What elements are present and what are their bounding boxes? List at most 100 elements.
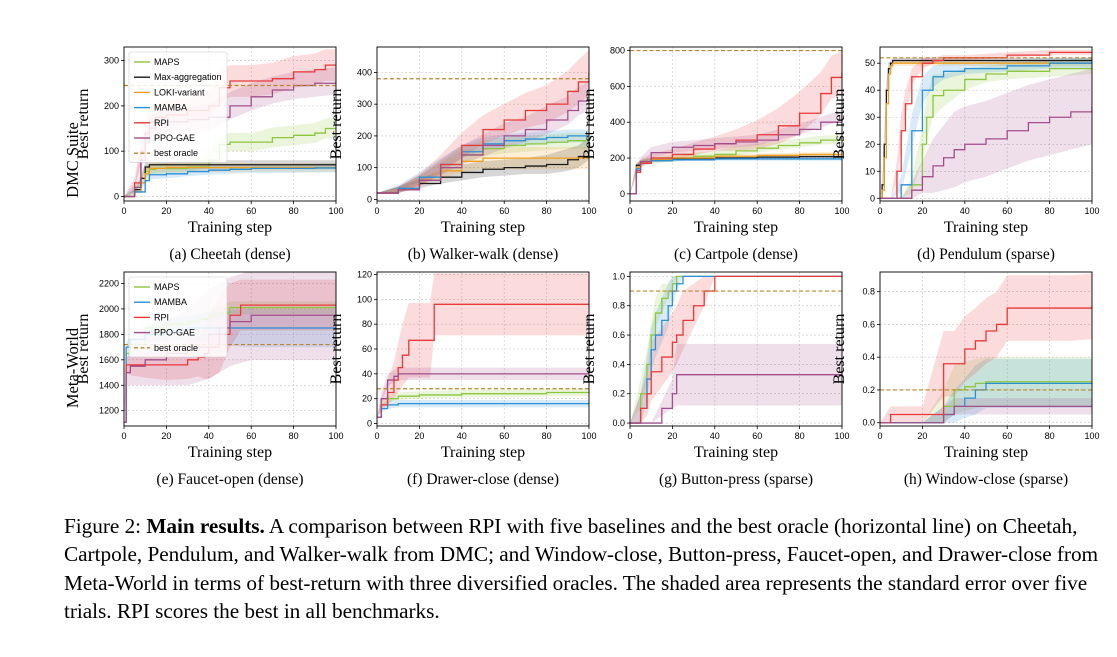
x-tick-label: 100: [581, 431, 596, 441]
panel-title: (d) Pendulum (sparse): [917, 246, 1055, 263]
error-band-maps: [880, 57, 1092, 199]
chart-panel-6: 0 20 40 60 80 100 0.0 0.2 0.4 0.6 0.8 1.0 Training s…: [581, 271, 850, 488]
results-figure: DMC Suite Meta-World 0 20 40 60 80 1000100200…: [63, 46, 1100, 488]
error-band-maps: [377, 132, 589, 194]
y-axis-label: Best return: [75, 89, 92, 160]
x-tick-label: 20: [161, 431, 171, 441]
y-tick-label: 0.8: [612, 301, 625, 311]
y-tick-label: 0.4: [862, 352, 875, 362]
error-band-maps: [377, 388, 589, 418]
legend-label: RPI: [154, 312, 169, 322]
axes-frame: [376, 46, 590, 202]
series-line-maps: [880, 65, 1092, 199]
error-band-ppo-gae: [880, 398, 1092, 423]
x-tick-label: 20: [161, 206, 171, 216]
chart-panel-7: 0 20 40 60 80 100 0.0 0.2 0.4 0.6 0.8 Training step…: [831, 271, 1100, 488]
y-tick-label: 20: [865, 139, 875, 149]
panel-title: (f) Drawer-close (dense): [407, 471, 559, 488]
y-tick-label: 80: [362, 319, 372, 329]
legend-label: PPO-GAE: [154, 328, 195, 338]
x-tick-label: 20: [917, 431, 927, 441]
x-tick-label: 0: [877, 206, 882, 216]
figure-caption: Figure 2: Main results. A comparison bet…: [64, 512, 1104, 625]
y-axis-label: Best return: [581, 314, 598, 385]
error-band-ppo-gae: [630, 343, 842, 424]
y-tick-label: 0.6: [862, 319, 875, 329]
y-axis-label: Best return: [581, 89, 598, 160]
error-band-max-aggregation: [377, 137, 589, 194]
panel-title: (h) Window-close (sparse): [904, 471, 1068, 488]
plot-area: [880, 49, 1092, 199]
row-label-dmc: DMC Suite: [63, 122, 82, 198]
plot-area: [377, 273, 589, 418]
y-tick-label: 0.6: [612, 330, 625, 340]
caption-text: A comparison between RPI with five basel…: [64, 514, 1099, 623]
plot-area: [124, 49, 336, 198]
x-tick-label: 20: [917, 206, 927, 216]
x-tick-label: 80: [1045, 206, 1055, 216]
series-line-mamba: [124, 167, 336, 198]
x-axis-label: Training step: [944, 444, 1028, 461]
x-tick-label: 100: [1084, 431, 1099, 441]
legend-box: [128, 276, 228, 358]
error-band-ppo-gae: [124, 67, 336, 197]
error-band-loki-variant: [124, 162, 336, 197]
x-axis-label: Training step: [188, 219, 272, 236]
y-tick-label: 200: [610, 153, 625, 163]
x-tick-label: 40: [710, 206, 720, 216]
error-band-rpi: [377, 273, 589, 418]
y-tick-label: 100: [357, 294, 372, 304]
series-line-rpi: [880, 51, 1092, 199]
x-tick-label: 20: [414, 431, 424, 441]
axes-frame: [123, 271, 337, 427]
y-tick-label: 40: [865, 85, 875, 95]
panel-title: (g) Button-press (sparse): [659, 471, 813, 488]
series-line-rpi: [630, 275, 842, 424]
error-band-mamba: [377, 399, 589, 418]
x-tick-label: 60: [752, 206, 762, 216]
y-tick-label: 100: [104, 146, 119, 156]
error-band-rpi: [880, 273, 1092, 423]
axes-frame: [123, 46, 337, 202]
error-band-ppo-gae: [377, 367, 589, 418]
chart-panel-1: 0 20 40 60 80 100 0 100 200 300 400 Training step Be…: [328, 46, 597, 263]
series-line-ppo-gae: [880, 405, 1092, 424]
x-tick-label: 100: [834, 206, 849, 216]
x-tick-label: 100: [834, 431, 849, 441]
x-tick-label: 40: [960, 431, 970, 441]
y-tick-label: 600: [610, 81, 625, 91]
y-tick-label: 0.4: [612, 359, 625, 369]
x-tick-label: 40: [457, 431, 467, 441]
y-tick-label: 0.0: [612, 418, 625, 428]
legend-label: best oracle: [154, 343, 198, 353]
plot-area: [630, 275, 842, 424]
x-tick-label: 80: [542, 431, 552, 441]
x-tick-label: 60: [1002, 431, 1012, 441]
y-tick-label: 0.2: [862, 385, 875, 395]
x-tick-label: 0: [877, 431, 882, 441]
series-line-ppo-gae: [880, 106, 1092, 199]
y-tick-label: 1.0: [612, 271, 625, 281]
y-axis-label: Best return: [328, 89, 345, 160]
y-axis-label: Best return: [831, 89, 848, 160]
x-tick-label: 40: [960, 206, 970, 216]
x-axis-label: Training step: [694, 219, 778, 236]
x-tick-label: 80: [542, 206, 552, 216]
x-tick-label: 0: [374, 431, 379, 441]
legend: MAPS Max-aggregation LOKI-variant MAMBA RPI P…: [128, 51, 228, 163]
chart-panel-2: 0 20 40 60 80 100 0 200 400 600 800 Training step Be…: [581, 46, 850, 263]
series-line-mamba: [630, 275, 842, 424]
y-tick-label: 0: [870, 193, 875, 203]
x-tick-label: 0: [627, 431, 632, 441]
y-tick-label: 2000: [99, 304, 119, 314]
axes-frame: [629, 271, 843, 427]
y-tick-label: 800: [610, 46, 625, 56]
x-tick-label: 20: [667, 206, 677, 216]
y-tick-label: 40: [362, 369, 372, 379]
row-label-metaworld: Meta-World: [63, 327, 82, 408]
y-tick-label: 0: [620, 189, 625, 199]
series-line-mamba: [880, 62, 1092, 199]
legend-label: MAMBA: [154, 297, 187, 307]
x-tick-label: 40: [204, 431, 214, 441]
x-tick-label: 0: [121, 431, 126, 441]
